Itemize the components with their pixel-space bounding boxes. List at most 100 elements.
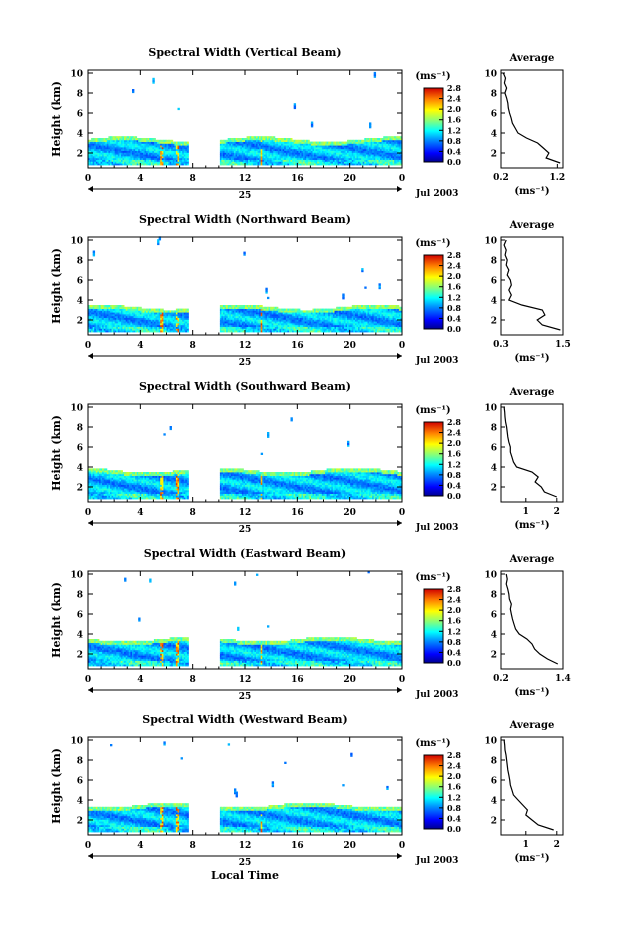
- heatmap-cell: [271, 156, 274, 159]
- beam-panel: Spectral Width (Northward Beam)0 4 8 12 16 20…: [50, 213, 571, 368]
- heatmap-cell: [182, 152, 185, 155]
- heatmap-cell: [108, 136, 111, 139]
- heatmap-cell: [230, 150, 233, 153]
- heatmap-cell: [179, 163, 182, 166]
- heatmap-cell: [147, 324, 150, 327]
- heatmap-cell: [229, 308, 232, 311]
- heatmap-cell: [298, 141, 301, 144]
- profile-y-tick-label: 2: [491, 150, 497, 160]
- heatmap-cell: [271, 323, 274, 326]
- heatmap-cell: [91, 156, 94, 159]
- heatmap-cell: [100, 324, 103, 327]
- heatmap-cell: [331, 156, 334, 159]
- heatmap-cell: [125, 152, 128, 155]
- heatmap-cell: [223, 150, 225, 153]
- heatmap-cell: [117, 326, 120, 329]
- heatmap-cell: [166, 310, 169, 313]
- heatmap-cell: [133, 157, 136, 160]
- heatmap-cell: [180, 143, 183, 146]
- heatmap-cell: [92, 326, 95, 329]
- heatmap-cell: [398, 147, 401, 150]
- heatmap-cell: [235, 161, 238, 164]
- heatmap-cell: [122, 156, 125, 159]
- heatmap-cell: [146, 152, 149, 155]
- heatmap-cell: [262, 138, 265, 141]
- heatmap-cell: [279, 315, 282, 318]
- heatmap-cell: [290, 145, 293, 148]
- heatmap-cell: [384, 150, 387, 153]
- heatmap-cell: [267, 310, 269, 313]
- heatmap-cell: [147, 161, 150, 164]
- heatmap-cell: [314, 147, 317, 150]
- heatmap-cell: [263, 315, 266, 318]
- heatmap-cell: [111, 159, 114, 162]
- heatmap-cell: [285, 161, 288, 164]
- heatmap-cell: [164, 324, 167, 327]
- heatmap-cell: [251, 315, 254, 318]
- heatmap-cell: [303, 157, 306, 160]
- heatmap-cell: [179, 324, 182, 327]
- heatmap-cell: [161, 148, 164, 151]
- heatmap-cell: [221, 324, 224, 327]
- heatmap-cell: [315, 163, 318, 166]
- heatmap-cell: [230, 306, 233, 309]
- heatmap-cell: [153, 157, 156, 160]
- heatmap-cell: [113, 310, 116, 313]
- heatmap-cell: [172, 330, 175, 333]
- heatmap-cell: [256, 305, 258, 308]
- heatmap-cell: [295, 143, 298, 146]
- heatmap-cell: [268, 136, 271, 139]
- heatmap-cell: [119, 150, 122, 153]
- heatmap-cell: [358, 152, 360, 155]
- heatmap-cell: [289, 138, 291, 141]
- heatmap-cell: [99, 147, 101, 150]
- heatmap-cell: [125, 139, 128, 142]
- heatmap-cell: [125, 308, 128, 311]
- heatmap-cell: [175, 163, 178, 166]
- heatmap-cell: [362, 157, 365, 160]
- heatmap-cell: [121, 305, 123, 308]
- heatmap-cell: [171, 148, 174, 151]
- heatmap-cell: [132, 150, 134, 153]
- heatmap-cell: [331, 154, 334, 157]
- heatmap-cell: [183, 330, 186, 333]
- heatmap-cell: [143, 154, 145, 157]
- heatmap-cell: [287, 319, 290, 322]
- heatmap-cell: [278, 319, 280, 322]
- heatmap-cell: [185, 314, 188, 317]
- heatmap-cell: [245, 145, 247, 148]
- heatmap-cell: [146, 156, 149, 159]
- heatmap-cell: [94, 323, 97, 326]
- heatmap-cell: [124, 143, 127, 146]
- heatmap-cell: [103, 312, 106, 315]
- heatmap-cell: [268, 317, 271, 320]
- heatmap-cell: [172, 147, 175, 150]
- heatmap-cell: [153, 161, 156, 164]
- heatmap-cell: [284, 163, 287, 166]
- heatmap-cell: [394, 138, 397, 141]
- heatmap-cell: [373, 141, 376, 144]
- heatmap-cell: [183, 310, 186, 313]
- heatmap-cell: [106, 312, 109, 315]
- heatmap-cell: [95, 157, 98, 160]
- heatmap-cell: [95, 330, 98, 333]
- heatmap-cell: [149, 312, 152, 315]
- heatmap-cell: [127, 139, 130, 142]
- heatmap-cell: [235, 154, 238, 157]
- heatmap-cell: [309, 156, 312, 159]
- heatmap-cell: [229, 154, 232, 157]
- heatmap-cell: [136, 326, 139, 329]
- heatmap-cell: [356, 163, 359, 166]
- heatmap-cell: [146, 323, 149, 326]
- heatmap-cell: [241, 154, 244, 157]
- heatmap-cell: [127, 321, 130, 324]
- heatmap-cell: [219, 319, 222, 322]
- heatmap-cell: [183, 317, 186, 320]
- heatmap-cell: [271, 319, 274, 322]
- heatmap-cell: [320, 156, 323, 159]
- heatmap-cell: [125, 317, 128, 320]
- heatmap-cell: [378, 157, 381, 160]
- heatmap-cell: [299, 139, 302, 142]
- heatmap-cell: [161, 161, 164, 164]
- profile-x-title: (ms⁻¹): [514, 186, 549, 197]
